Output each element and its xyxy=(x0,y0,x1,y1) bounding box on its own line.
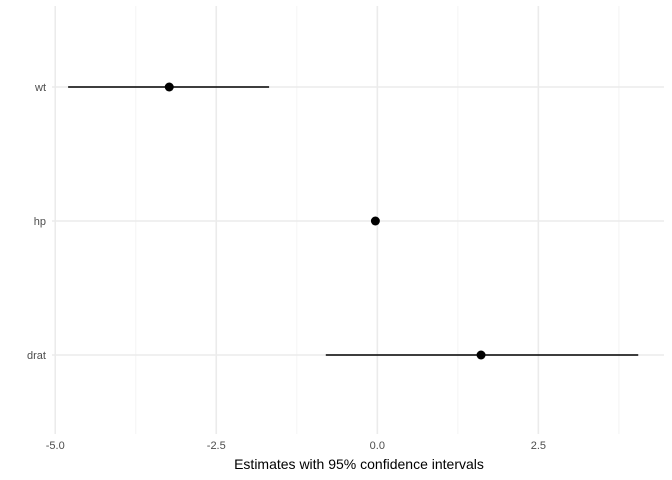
grid-lines xyxy=(52,6,664,434)
estimate-point-drat xyxy=(476,350,486,360)
x-tick-label: -2.5 xyxy=(207,440,226,452)
y-tick-label: hp xyxy=(34,216,46,228)
x-tick-label: 2.5 xyxy=(531,440,546,452)
x-tick-label: 0.0 xyxy=(370,440,385,452)
x-tick-labels: -5.0 -2.5 0.0 2.5 xyxy=(46,440,546,452)
x-axis-title: Estimates with 95% confidence intervals xyxy=(234,456,484,472)
plot-marks xyxy=(68,82,639,360)
y-tick-label: drat xyxy=(27,350,46,362)
y-tick-labels: wt hp drat xyxy=(27,82,46,362)
x-tick-label: -5.0 xyxy=(46,440,65,452)
y-tick-label: wt xyxy=(34,82,46,94)
estimate-point-wt xyxy=(164,82,174,92)
estimate-point-hp xyxy=(370,216,380,226)
